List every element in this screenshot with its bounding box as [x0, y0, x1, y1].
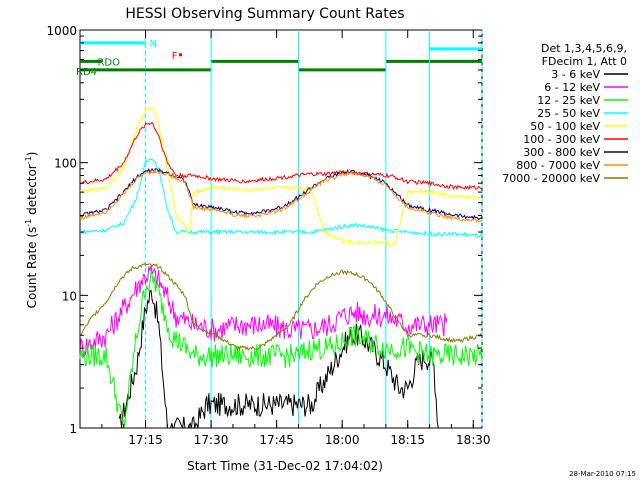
- y-axis-label-sup2: -1: [24, 156, 33, 164]
- footer-timestamp: 28-Mar-2010 07:15: [569, 470, 636, 478]
- series-line-6: [79, 167, 483, 221]
- y-axis-label-end: ): [25, 152, 39, 157]
- legend-label-2: 12 - 25 keV: [537, 94, 600, 107]
- chart-title: HESSI Observing Summary Count Rates: [125, 6, 404, 22]
- x-tick-label-2: 17:45: [259, 433, 294, 447]
- series-line-7: [79, 168, 483, 224]
- series-line-0: [118, 289, 439, 430]
- legend-label-6: 300 - 800 keV: [523, 146, 600, 159]
- y-axis-label-sup1: -1: [24, 219, 33, 227]
- x-tick-label-4: 18:15: [390, 433, 425, 447]
- legend-label-5: 100 - 300 keV: [523, 133, 600, 146]
- legend-label-8: 7000 - 20000 keV: [502, 172, 600, 185]
- state-label-rdo: RDO: [97, 57, 120, 68]
- y-tick-label-3: 1000: [46, 24, 77, 38]
- x-tick-label-5: 18:30: [456, 433, 491, 447]
- axis-ticks: 17:15 17:30 17:45 18:00 18:15 18:30 1 10 100 1000: [46, 24, 490, 447]
- legend: Det 1,3,4,5,6,9,FDecim 1, Att 03 - 6 keV…: [502, 42, 628, 185]
- series-line-8: [79, 262, 483, 352]
- series-line-2: [79, 271, 483, 427]
- flare-marker-0: [179, 53, 182, 57]
- y-axis-label-main: Count Rate (s: [25, 227, 39, 309]
- series-line-4: [79, 106, 483, 247]
- y-axis-label-mid: detector: [25, 164, 39, 219]
- legend-label-1: 6 - 12 keV: [544, 81, 600, 94]
- y-tick-label-0: 1: [69, 422, 77, 436]
- x-tick-label-3: 18:00: [325, 433, 360, 447]
- x-tick-label-0: 17:15: [128, 433, 163, 447]
- series-line-3: [79, 158, 483, 238]
- state-label-f: F: [172, 51, 178, 62]
- series-line-5: [79, 121, 483, 191]
- legend-header-0: Det 1,3,4,5,6,9,: [541, 42, 627, 55]
- series-lines: [79, 106, 483, 430]
- x-tick-label-1: 17:30: [194, 433, 229, 447]
- state-label-n: N: [150, 39, 157, 50]
- legend-label-3: 25 - 50 keV: [537, 107, 600, 120]
- legend-label-0: 3 - 6 keV: [551, 68, 600, 81]
- legend-label-4: 50 - 100 keV: [530, 120, 600, 133]
- y-tick-label-1: 10: [62, 289, 77, 303]
- interval-lines: [145, 30, 483, 428]
- series-line-1: [79, 265, 448, 358]
- y-tick-label-2: 100: [54, 157, 77, 171]
- state-label-rd4: RD4: [76, 67, 97, 78]
- y-axis-label: Count Rate (s-1 detector-1): [24, 152, 39, 309]
- legend-label-7: 800 - 7000 keV: [516, 159, 600, 172]
- x-axis-label: Start Time (31-Dec-02 17:04:02): [187, 459, 383, 473]
- legend-header-1: FDecim 1, Att 0: [542, 55, 627, 68]
